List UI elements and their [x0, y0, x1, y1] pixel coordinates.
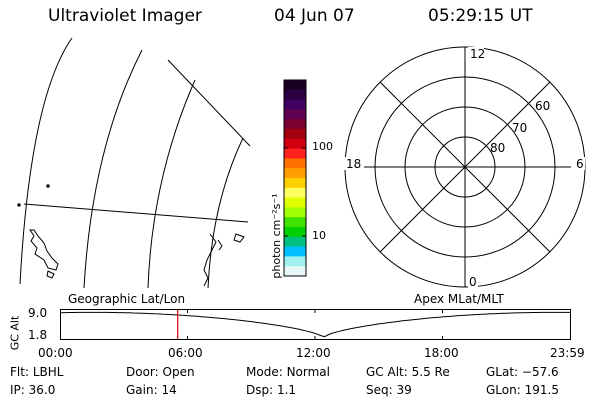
colorbar-cell [284, 266, 306, 277]
status-ip: IP: 36.0 [10, 383, 56, 397]
status-gc-alt: GC Alt: 5.5 Re [366, 365, 450, 379]
timeline-xtick-1200: 12:00 [296, 346, 331, 360]
intensity-colorbar: photon cm⁻²s⁻¹ [270, 79, 307, 279]
colorbar-cell [284, 178, 306, 189]
longitude-line [83, 49, 143, 289]
colorbar-cell [284, 227, 306, 238]
geographic-map [17, 38, 251, 289]
status-dsp: Dsp: 1.1 [246, 383, 297, 397]
app-title: Ultraviolet Imager [48, 6, 202, 26]
geographic-panel-label: Geographic Lat/Lon [68, 292, 186, 306]
colorbar-cell [284, 129, 306, 140]
colorbar-tick-10: 10 [312, 229, 326, 242]
date-label: 04 Jun 07 [274, 6, 355, 26]
colorbar-cell [284, 246, 306, 257]
mlt-label-0: 0 [469, 275, 477, 289]
coastline [17, 184, 245, 287]
mlt-label-18: 18 [346, 157, 361, 171]
timeline-ytick-high: 9.0 [28, 306, 48, 320]
status-filter: Flt: LBHL [10, 365, 64, 379]
timeline-xtick-1800: 18:00 [424, 346, 459, 360]
status-glat: GLat: −57.6 [486, 365, 559, 379]
lat-label-60: 60 [535, 99, 550, 113]
colorbar-cell [284, 119, 306, 130]
status-glon: GLon: 191.5 [486, 383, 559, 397]
lat-label-70: 70 [512, 121, 527, 135]
colorbar-cell [284, 138, 306, 150]
timeline-xtick-0000: 00:00 [38, 346, 73, 360]
colorbar-cell [284, 109, 306, 120]
colorbar-cell [284, 158, 306, 169]
colorbar-cell [284, 236, 306, 248]
latitude-line [23, 203, 249, 223]
colorbar-cell [284, 256, 306, 267]
colorbar-tick-100: 100 [312, 140, 333, 153]
longitude-line [147, 79, 196, 289]
colorbar-cell [284, 99, 306, 110]
colorbar-cell [284, 80, 306, 91]
status-door: Door: Open [126, 365, 195, 379]
longitude-line [207, 137, 244, 289]
colorbar-cell [284, 217, 306, 228]
colorbar-cell [284, 207, 306, 218]
timeline-ylabel: GC Alt [8, 315, 22, 351]
meridian-line [167, 59, 251, 147]
mlt-diagonal [379, 81, 551, 253]
time-label: 05:29:15 UT [428, 6, 533, 26]
lat-label-80: 80 [490, 141, 505, 155]
colorbar-cell [284, 89, 306, 101]
timeline-ytick-low: 1.8 [28, 328, 48, 342]
colorbar-cell [284, 168, 306, 179]
status-seq: Seq: 39 [366, 383, 412, 397]
timeline-xtick-2359: 23:59 [550, 346, 585, 360]
status-mode: Mode: Normal [246, 365, 330, 379]
apex-panel-label: Apex MLat/MLT [414, 292, 504, 306]
altitude-curve [60, 311, 571, 338]
altitude-timeline-plot [60, 309, 571, 340]
colorbar-cell [284, 187, 306, 199]
colorbar-cell [284, 197, 306, 208]
mlt-label-6: 6 [576, 157, 584, 171]
colorbar-cell [284, 148, 306, 159]
timeline-xtick-0600: 06:00 [168, 346, 203, 360]
status-gain: Gain: 14 [126, 383, 177, 397]
longitude-line [19, 38, 73, 285]
mlt-label-12: 12 [470, 47, 485, 61]
colorbar-unit-label: photon cm⁻²s⁻¹ [270, 193, 283, 278]
polar-mlat-mlt-plot: 12 18 6 0 60 70 80 [344, 46, 586, 289]
